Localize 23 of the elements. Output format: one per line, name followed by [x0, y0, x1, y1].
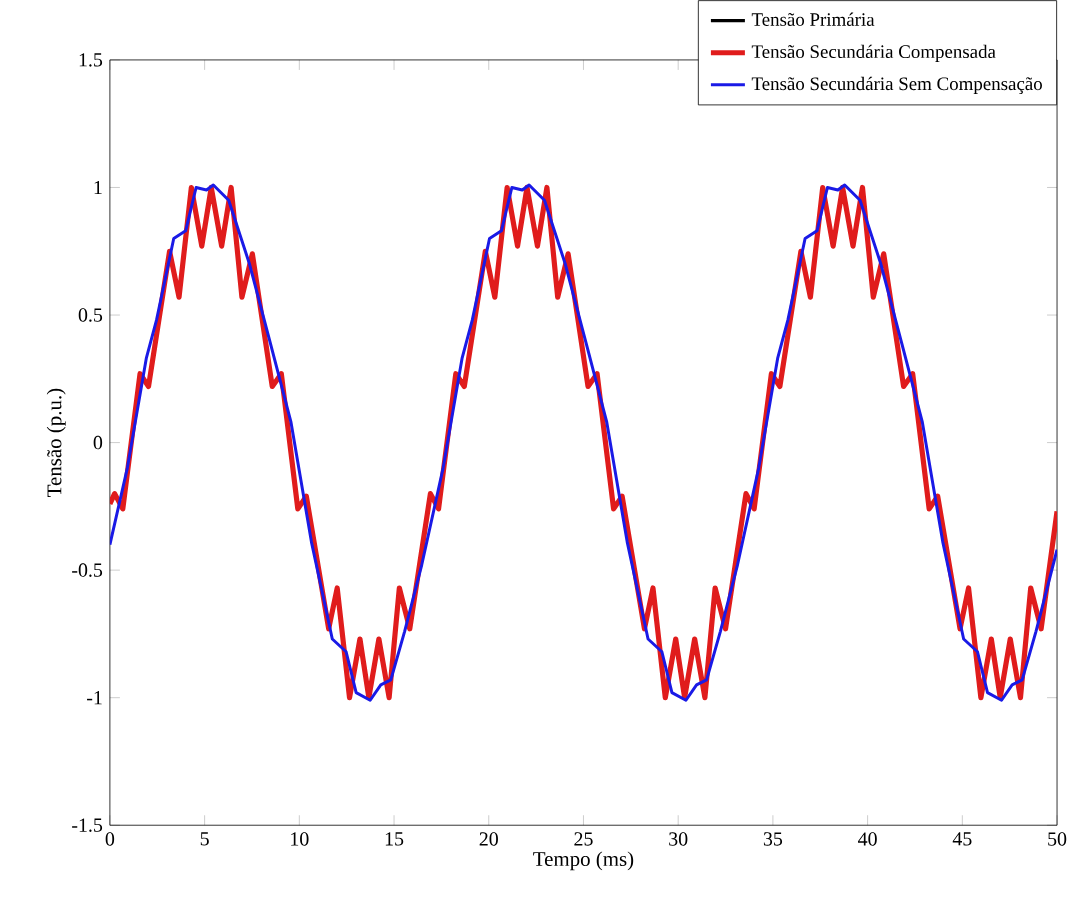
y-tick-label: -0.5 — [72, 563, 103, 577]
x-tick-label: 40 — [858, 832, 877, 846]
x-tick-label: 15 — [385, 832, 404, 846]
x-tick-label: 30 — [669, 832, 688, 846]
y-tick-label: 1.5 — [79, 53, 103, 67]
y-tick-label: 0.5 — [78, 308, 103, 322]
y-axis-title: Tensão (p.u.) — [46, 388, 66, 497]
y-tick-label: 1 — [94, 180, 102, 194]
y-tick-label: -1 — [87, 691, 102, 705]
legend-label: Tensão Secundária Sem Compensação — [751, 76, 1042, 94]
x-tick-label: 25 — [574, 832, 593, 846]
x-tick-label: 50 — [1048, 832, 1067, 846]
legend-label: Tensão Secundária Compensada — [751, 44, 996, 62]
y-tick-label: 0 — [93, 435, 103, 450]
x-tick-label: 45 — [952, 832, 972, 846]
x-tick-label: 0 — [105, 832, 115, 846]
x-tick-label: 35 — [763, 832, 783, 846]
x-tick-label: 20 — [479, 832, 498, 846]
legend-label: Tensão Primária — [751, 12, 875, 26]
x-tick-label: 5 — [200, 832, 209, 846]
x-tick-label: 10 — [291, 832, 309, 846]
y-tick-label: -1.5 — [72, 818, 103, 832]
x-axis-title: Tempo (ms) — [533, 851, 634, 871]
